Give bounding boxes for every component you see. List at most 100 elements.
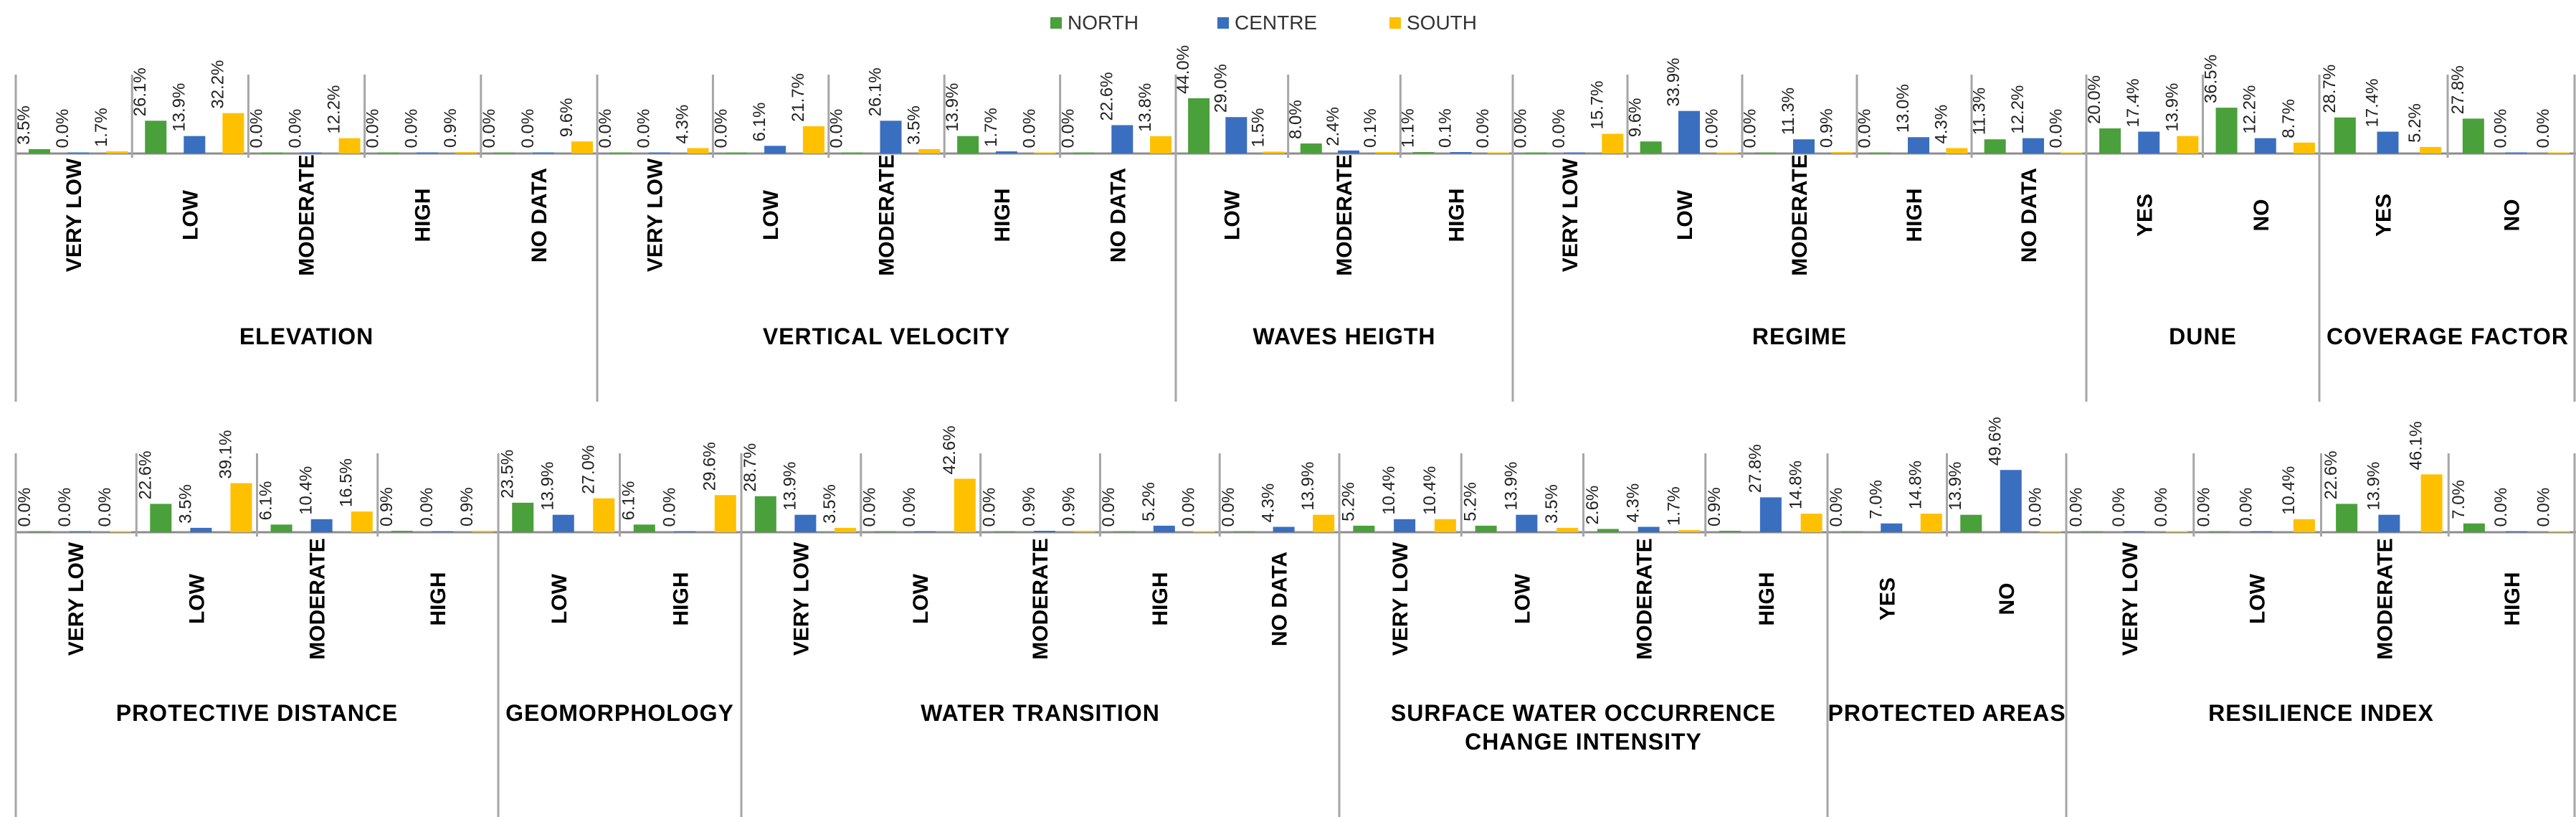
bar-north-surface-water-occurrence-change-intensity-high (1719, 531, 1741, 532)
bar-centre-protective-distance-very-low (70, 531, 92, 532)
category-low: 44.0% 29.0% 1.5% LOW (1174, 45, 1285, 240)
category-no: 36.5% 12.2% 8.7% NO (2202, 55, 2315, 232)
data-label: 5.2% (2405, 103, 2425, 143)
bar-centre-water-transition-no-data (1273, 526, 1295, 532)
data-label: 13.9% (1501, 462, 1521, 511)
bar-centre-vertical-velocity-moderate (880, 121, 902, 154)
data-label: 0.0% (95, 488, 115, 527)
bar-north-coverage-factor-yes (2334, 117, 2356, 154)
category-label: LOW (909, 573, 933, 624)
bar-centre-surface-water-occurrence-change-intensity-high (1759, 497, 1782, 532)
data-label: 28.7% (2320, 65, 2339, 113)
data-label: 0.9% (1060, 487, 1079, 526)
bar-centre-coverage-factor-yes (2377, 131, 2399, 154)
bar-north-resilience-index-low (2208, 531, 2230, 532)
data-label: 46.1% (2407, 421, 2426, 470)
data-label: 4.3% (1624, 483, 1643, 523)
bar-north-surface-water-occurrence-change-intensity-low (1475, 525, 1497, 532)
data-label: 21.7% (789, 73, 808, 122)
category-label: LOW (1673, 189, 1697, 240)
group-label-line: ELEVATION (239, 324, 374, 349)
group-label-line: WAVES HEIGTH (1253, 324, 1436, 349)
group-label: REGIME (1752, 324, 1847, 349)
category-moderate: 8.0% 2.4% 0.1% MODERATE (1286, 75, 1397, 276)
category-label: LOW (1511, 573, 1534, 624)
data-label: 8.0% (1286, 100, 1306, 139)
data-label: 0.9% (457, 487, 477, 526)
category-label: YES (1876, 577, 1899, 620)
category-no-data: 0.0% 0.0% 9.6% NO DATA (480, 75, 593, 263)
category-low: 23.5% 13.9% 27.0% LOW (498, 445, 615, 624)
bar-north-vertical-velocity-moderate (841, 152, 863, 154)
data-label: 0.0% (860, 488, 880, 527)
bar-north-geomorphology-high (633, 524, 655, 532)
data-label: 0.9% (377, 487, 396, 526)
bar-north-water-transition-low (874, 531, 896, 532)
group-label-line: GEOMORPHOLOGY (505, 700, 734, 726)
data-label: 13.8% (1136, 83, 1155, 132)
data-label: 4.3% (1259, 483, 1278, 523)
bar-north-elevation-no-data (493, 152, 515, 154)
data-label: 20.0% (2085, 75, 2104, 124)
bar-centre-elevation-moderate (300, 152, 322, 154)
data-label: 0.0% (55, 488, 75, 527)
bar-north-waves-heigth-moderate (1300, 143, 1322, 154)
bar-north-regime-moderate (1754, 152, 1777, 154)
bar-south-waves-heigth-high (1487, 152, 1509, 154)
bar-south-coverage-factor-no (2548, 152, 2570, 154)
category-moderate: 0.0% 11.3% 0.9% MODERATE (1741, 75, 1853, 276)
data-label: 0.0% (1827, 488, 1846, 527)
data-label: 0.0% (1020, 109, 1040, 148)
bar-south-regime-moderate (1831, 152, 1853, 154)
category-label: LOW (548, 573, 571, 624)
data-label: 0.0% (2534, 109, 2553, 148)
category-very-low: 0.0% 0.0% 15.7% VERY LOW (1511, 80, 1624, 272)
bar-south-geomorphology-high (714, 495, 736, 532)
bar-south-regime-high (1946, 148, 1968, 154)
data-label: 14.8% (1906, 461, 1926, 509)
data-label: 0.0% (53, 109, 72, 148)
bar-north-coverage-factor-no (2462, 118, 2484, 154)
legend-swatch-south (1389, 17, 1401, 29)
data-label: 2.6% (1583, 486, 1602, 525)
group-label-line: RESILIENCE INDEX (2208, 700, 2434, 726)
bar-south-elevation-no-data (571, 141, 593, 154)
data-label: 10.4% (1420, 466, 1440, 515)
bar-south-vertical-velocity-moderate (918, 148, 941, 154)
data-label: 23.5% (498, 450, 517, 499)
bar-centre-water-transition-moderate (1034, 531, 1055, 532)
data-label: 0.0% (2152, 488, 2171, 527)
data-label: 0.0% (15, 488, 34, 527)
category-no-data: 0.0% 22.6% 13.8% NO DATA (1059, 72, 1172, 263)
bar-north-regime-high (1869, 152, 1891, 154)
data-label: 1.7% (92, 108, 111, 147)
category-label: MODERATE (1029, 538, 1052, 659)
data-label: 5.2% (1339, 482, 1358, 521)
group-label: ELEVATION (239, 324, 374, 349)
category-label: HIGH (427, 572, 450, 626)
data-label: 13.9% (169, 83, 189, 132)
category-label: YES (2372, 194, 2396, 237)
data-label: 17.4% (2363, 78, 2382, 127)
bar-south-water-transition-low (954, 478, 976, 532)
bar-north-protective-distance-high (391, 531, 413, 532)
data-label: 6.1% (619, 481, 639, 521)
group-protective-distance: 0.0% 0.0% 0.0% VERY LOW 22.6% 3.5% 39.1% LOW 6.1… (14, 430, 493, 817)
data-label: 3.5% (14, 105, 34, 145)
category-high: 7.0% 0.0% 0.0% HIGH (2447, 453, 2570, 626)
data-label: 3.5% (820, 484, 840, 524)
data-label: 0.0% (518, 109, 538, 148)
category-label: LOW (1220, 189, 1244, 240)
data-label: 4.3% (1931, 105, 1951, 144)
bar-centre-vertical-velocity-very-low (648, 152, 670, 154)
category-label: HIGH (991, 189, 1014, 242)
data-label: 6.1% (750, 103, 769, 142)
bar-north-vertical-velocity-very-low (609, 152, 632, 154)
category-label: MODERATE (306, 538, 330, 659)
group-label: DUNE (2169, 324, 2237, 349)
bar-centre-vertical-velocity-high (995, 151, 1017, 154)
data-label: 0.0% (1741, 109, 1760, 148)
data-label: 0.0% (1179, 488, 1198, 527)
category-low: 0.0% 0.0% 42.6% LOW (860, 425, 976, 624)
data-label: 5.2% (1139, 482, 1159, 521)
